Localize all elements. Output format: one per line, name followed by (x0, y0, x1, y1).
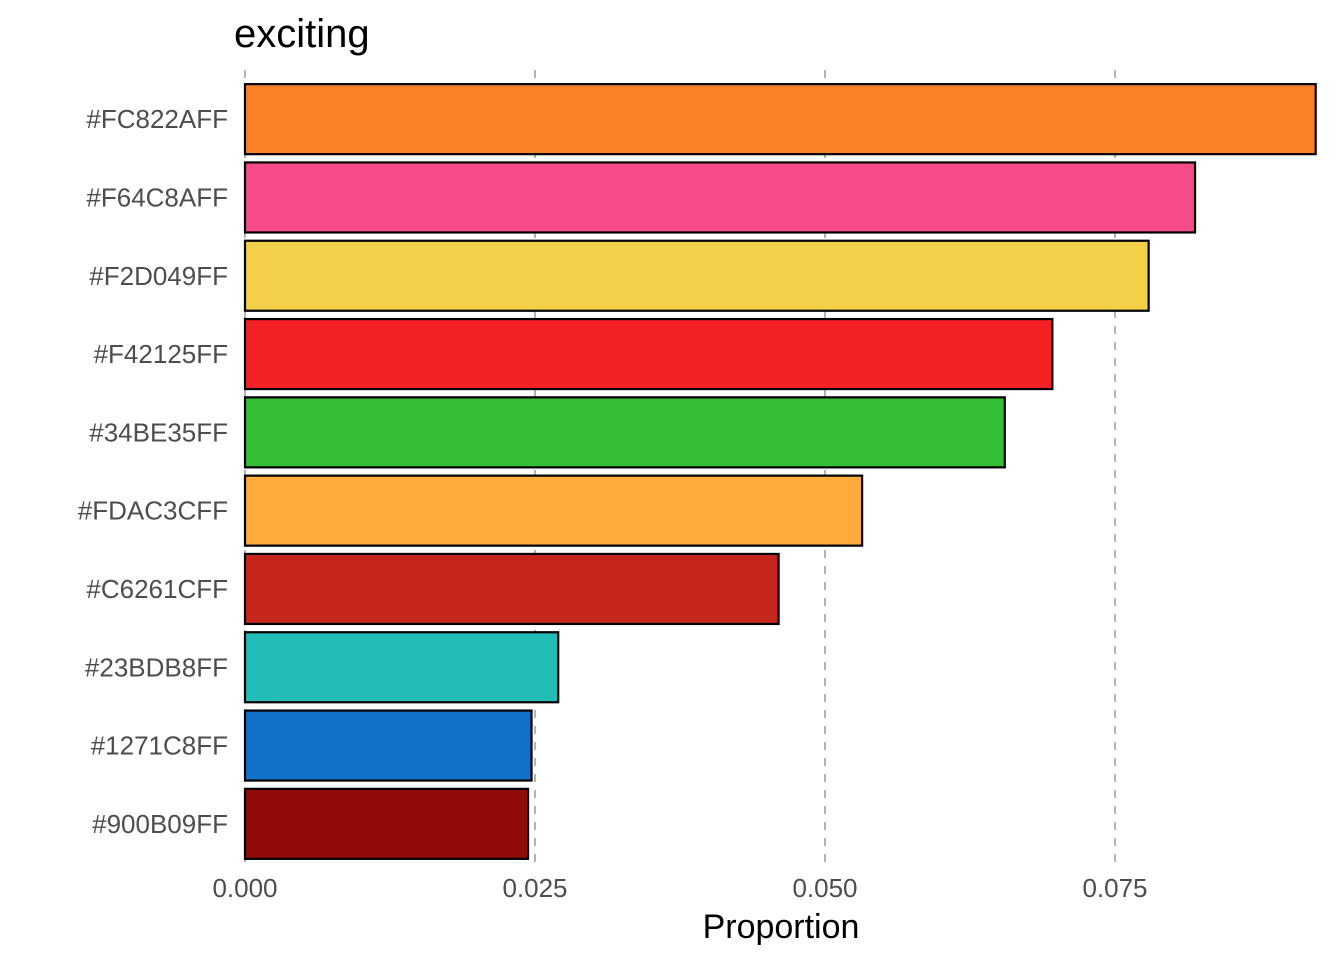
category-label: #34BE35FF (89, 417, 228, 447)
bar (243, 83, 1317, 156)
x-tick-label: 0.050 (792, 873, 857, 903)
category-label: #C6261CFF (86, 574, 228, 604)
bar (243, 631, 560, 704)
bar (243, 239, 1150, 312)
bar (243, 161, 1197, 234)
bars (243, 83, 1317, 860)
bar (243, 709, 533, 782)
x-axis-title: Proportion (703, 908, 860, 946)
category-label: #23BDB8FF (85, 652, 228, 682)
category-label: #FDAC3CFF (78, 496, 228, 526)
category-labels: #FC822AFF #F64C8AFF #F2D049FF #F42125FF #34B… (78, 104, 228, 839)
x-tick-labels: 0.000 0.025 0.050 0.075 (212, 873, 1147, 903)
category-label: #1271C8FF (91, 731, 228, 761)
x-tick-label: 0.000 (212, 873, 277, 903)
bar (243, 787, 530, 860)
x-tick-label: 0.025 (502, 873, 567, 903)
chart-title: exciting (234, 12, 370, 56)
category-label: #FC822AFF (86, 104, 228, 134)
x-tick-label: 0.075 (1082, 873, 1147, 903)
bar (243, 474, 864, 547)
bar (243, 552, 780, 626)
bar (243, 317, 1054, 391)
category-label: #F2D049FF (89, 261, 228, 291)
bar (243, 396, 1006, 469)
category-label: #F64C8AFF (86, 182, 228, 212)
category-label: #900B09FF (92, 809, 228, 839)
category-label: #F42125FF (94, 339, 228, 369)
